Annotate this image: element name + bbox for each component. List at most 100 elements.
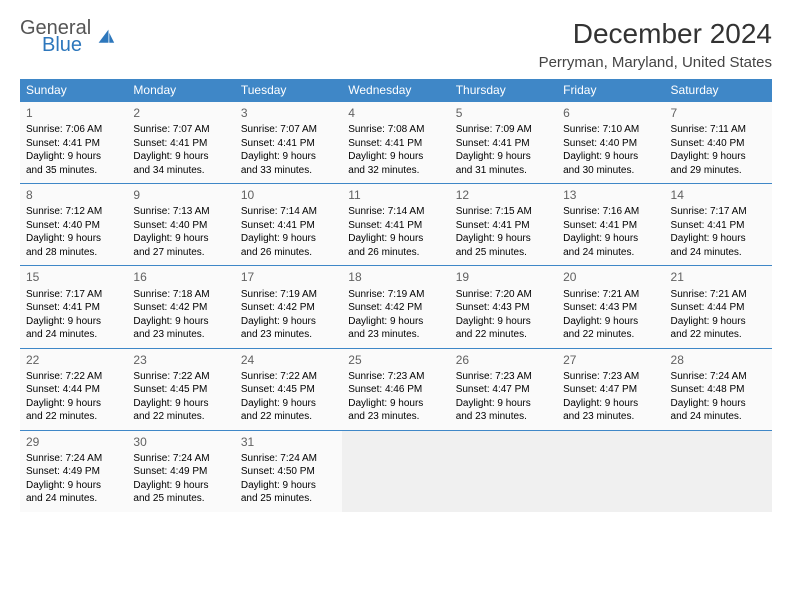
daylight-text: Daylight: 9 hours: [26, 479, 121, 493]
week-row: 15Sunrise: 7:17 AMSunset: 4:41 PMDayligh…: [20, 266, 772, 348]
daylight-text: and 24 minutes.: [563, 246, 658, 260]
sunrise-text: Sunrise: 7:24 AM: [26, 452, 121, 466]
day-cell: 24Sunrise: 7:22 AMSunset: 4:45 PMDayligh…: [235, 348, 342, 430]
daylight-text: and 24 minutes.: [671, 410, 766, 424]
sunset-text: Sunset: 4:41 PM: [348, 219, 443, 233]
daylight-text: and 22 minutes.: [456, 328, 551, 342]
day-number: 7: [671, 105, 766, 121]
sunset-text: Sunset: 4:48 PM: [671, 383, 766, 397]
daylight-text: and 30 minutes.: [563, 164, 658, 178]
sunset-text: Sunset: 4:42 PM: [133, 301, 228, 315]
daylight-text: Daylight: 9 hours: [133, 232, 228, 246]
day-number: 16: [133, 269, 228, 285]
sunset-text: Sunset: 4:49 PM: [133, 465, 228, 479]
daylight-text: Daylight: 9 hours: [348, 397, 443, 411]
daylight-text: Daylight: 9 hours: [348, 315, 443, 329]
day-cell: 31Sunrise: 7:24 AMSunset: 4:50 PMDayligh…: [235, 430, 342, 512]
daylight-text: and 32 minutes.: [348, 164, 443, 178]
daylight-text: and 22 minutes.: [241, 410, 336, 424]
day-cell: 8Sunrise: 7:12 AMSunset: 4:40 PMDaylight…: [20, 184, 127, 266]
day-cell-empty: [665, 430, 772, 512]
daylight-text: Daylight: 9 hours: [133, 150, 228, 164]
daylight-text: Daylight: 9 hours: [563, 315, 658, 329]
sunrise-text: Sunrise: 7:14 AM: [241, 205, 336, 219]
day-cell: 13Sunrise: 7:16 AMSunset: 4:41 PMDayligh…: [557, 184, 664, 266]
calendar-table: Sunday Monday Tuesday Wednesday Thursday…: [20, 79, 772, 512]
sunset-text: Sunset: 4:41 PM: [241, 219, 336, 233]
sunrise-text: Sunrise: 7:09 AM: [456, 123, 551, 137]
day-cell: 12Sunrise: 7:15 AMSunset: 4:41 PMDayligh…: [450, 184, 557, 266]
day-cell: 25Sunrise: 7:23 AMSunset: 4:46 PMDayligh…: [342, 348, 449, 430]
day-number: 18: [348, 269, 443, 285]
daylight-text: Daylight: 9 hours: [563, 150, 658, 164]
day-number: 21: [671, 269, 766, 285]
day-cell: 7Sunrise: 7:11 AMSunset: 4:40 PMDaylight…: [665, 102, 772, 184]
daylight-text: and 35 minutes.: [26, 164, 121, 178]
sunset-text: Sunset: 4:41 PM: [456, 219, 551, 233]
sunrise-text: Sunrise: 7:13 AM: [133, 205, 228, 219]
dow-friday: Friday: [557, 79, 664, 102]
day-number: 8: [26, 187, 121, 203]
daylight-text: and 24 minutes.: [26, 328, 121, 342]
daylight-text: Daylight: 9 hours: [241, 479, 336, 493]
sunrise-text: Sunrise: 7:22 AM: [241, 370, 336, 384]
sunset-text: Sunset: 4:44 PM: [671, 301, 766, 315]
daylight-text: Daylight: 9 hours: [133, 397, 228, 411]
daylight-text: Daylight: 9 hours: [456, 397, 551, 411]
day-cell: 11Sunrise: 7:14 AMSunset: 4:41 PMDayligh…: [342, 184, 449, 266]
sunset-text: Sunset: 4:44 PM: [26, 383, 121, 397]
sunset-text: Sunset: 4:41 PM: [456, 137, 551, 151]
day-cell-empty: [342, 430, 449, 512]
sunrise-text: Sunrise: 7:07 AM: [133, 123, 228, 137]
daylight-text: and 28 minutes.: [26, 246, 121, 260]
daylight-text: and 23 minutes.: [456, 410, 551, 424]
day-number: 30: [133, 434, 228, 450]
dow-sunday: Sunday: [20, 79, 127, 102]
day-number: 22: [26, 352, 121, 368]
daylight-text: and 22 minutes.: [563, 328, 658, 342]
daylight-text: and 24 minutes.: [671, 246, 766, 260]
dow-row: Sunday Monday Tuesday Wednesday Thursday…: [20, 79, 772, 102]
sunset-text: Sunset: 4:47 PM: [563, 383, 658, 397]
sunrise-text: Sunrise: 7:23 AM: [348, 370, 443, 384]
day-cell: 5Sunrise: 7:09 AMSunset: 4:41 PMDaylight…: [450, 102, 557, 184]
sunrise-text: Sunrise: 7:11 AM: [671, 123, 766, 137]
day-cell: 6Sunrise: 7:10 AMSunset: 4:40 PMDaylight…: [557, 102, 664, 184]
daylight-text: and 26 minutes.: [241, 246, 336, 260]
sunset-text: Sunset: 4:40 PM: [563, 137, 658, 151]
week-row: 29Sunrise: 7:24 AMSunset: 4:49 PMDayligh…: [20, 430, 772, 512]
daylight-text: Daylight: 9 hours: [133, 479, 228, 493]
sunset-text: Sunset: 4:47 PM: [456, 383, 551, 397]
dow-thursday: Thursday: [450, 79, 557, 102]
daylight-text: and 23 minutes.: [241, 328, 336, 342]
sunrise-text: Sunrise: 7:08 AM: [348, 123, 443, 137]
day-number: 25: [348, 352, 443, 368]
dow-wednesday: Wednesday: [342, 79, 449, 102]
day-number: 12: [456, 187, 551, 203]
day-cell: 14Sunrise: 7:17 AMSunset: 4:41 PMDayligh…: [665, 184, 772, 266]
daylight-text: Daylight: 9 hours: [26, 150, 121, 164]
day-number: 14: [671, 187, 766, 203]
sunset-text: Sunset: 4:50 PM: [241, 465, 336, 479]
day-cell: 19Sunrise: 7:20 AMSunset: 4:43 PMDayligh…: [450, 266, 557, 348]
day-cell: 27Sunrise: 7:23 AMSunset: 4:47 PMDayligh…: [557, 348, 664, 430]
sunset-text: Sunset: 4:43 PM: [456, 301, 551, 315]
day-number: 19: [456, 269, 551, 285]
week-row: 22 Sunrise: 7:22 AM Sunset: 4:44 PM Dayligh…: [20, 348, 772, 430]
sunset-text: Sunset: 4:41 PM: [241, 137, 336, 151]
sunrise-text: Sunrise: 7:12 AM: [26, 205, 121, 219]
day-number: 10: [241, 187, 336, 203]
daylight-text: and 23 minutes.: [348, 410, 443, 424]
daylight-text: Daylight: 9 hours: [241, 232, 336, 246]
day-number: 20: [563, 269, 658, 285]
daylight-text: Daylight: 9 hours: [671, 150, 766, 164]
day-number: 9: [133, 187, 228, 203]
week-row: 8Sunrise: 7:12 AMSunset: 4:40 PMDaylight…: [20, 184, 772, 266]
sunset-text: Sunset: 4:41 PM: [133, 137, 228, 151]
sunrise-text: Sunrise: 7:17 AM: [671, 205, 766, 219]
daylight-text: and 29 minutes.: [671, 164, 766, 178]
sunrise-text: Sunrise: 7:14 AM: [348, 205, 443, 219]
day-cell: 28Sunrise: 7:24 AMSunset: 4:48 PMDayligh…: [665, 348, 772, 430]
logo-sail-icon: [95, 28, 117, 46]
day-cell: 4Sunrise: 7:08 AMSunset: 4:41 PMDaylight…: [342, 102, 449, 184]
